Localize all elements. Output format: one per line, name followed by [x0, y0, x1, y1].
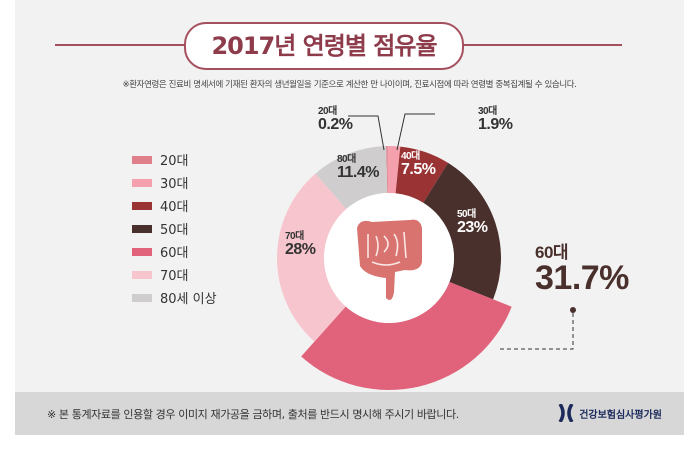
data-label: 50대 23% [457, 210, 488, 236]
legend-item: 70대 [132, 263, 217, 286]
slice-20대 [386, 146, 389, 194]
legend-swatch [132, 293, 152, 302]
slice-80대 [315, 146, 388, 210]
footer-notice: ※ 본 통계자료를 인용할 경우 이미지 재가공을 금하며, 출처를 반드시 명… [47, 408, 459, 421]
label-age: 50대 [457, 209, 476, 220]
slice-50대 [423, 162, 501, 300]
footnote: ※환자연령은 진료비 명세서에 기재된 환자의 생년월일을 기준으로 계산한 만… [122, 80, 577, 90]
footer: ※ 본 통계자료를 인용할 경우 이미지 재가공을 금하며, 출처를 반드시 명… [15, 392, 684, 435]
legend-label: 40대 [160, 200, 189, 215]
title-rule-right [462, 44, 622, 46]
legend-item: 80세 이상 [132, 286, 217, 309]
label-value: 28% [285, 241, 316, 258]
legend-swatch [132, 247, 152, 256]
leader-line [396, 113, 435, 151]
data-label: 40대 7.5% [401, 151, 436, 178]
slice-40대 [395, 146, 449, 203]
legend-item: 20대 [132, 148, 217, 171]
label-age: 40대 [401, 151, 420, 162]
legend-label: 20대 [160, 154, 189, 169]
slice-60대 [301, 282, 512, 390]
legend-label: 60대 [160, 246, 189, 261]
logo-icon [558, 404, 574, 422]
label-value: 31.7% [535, 259, 629, 297]
legend-label: 50대 [160, 223, 189, 238]
logo: 건강보험심사평가원 [558, 404, 662, 422]
page-title: 2017년 연령별 점유율 [184, 22, 464, 70]
legend-swatch [132, 224, 152, 233]
data-label: 70대 28% [285, 232, 316, 258]
slice-70대 [277, 173, 347, 342]
label-value: 7.5% [401, 161, 436, 178]
legend-swatch [132, 201, 152, 210]
title-rule-left [55, 44, 185, 46]
legend-label: 30대 [160, 177, 189, 192]
data-label: 80대 11.4% [337, 155, 379, 181]
label-value: 11.4% [337, 164, 379, 181]
label-age: 60대 [535, 243, 569, 262]
label-age: 80대 [337, 154, 356, 165]
legend-swatch [132, 270, 152, 279]
intestine-icon [357, 219, 422, 300]
label-age: 20대 [318, 106, 337, 117]
data-label: 30대 1.9% [478, 106, 513, 133]
label-value: 23% [457, 219, 488, 236]
callout-dot [570, 307, 576, 313]
legend-item: 40대 [132, 194, 217, 217]
legend-item: 50대 [132, 217, 217, 240]
label-value: 0.2% [318, 116, 353, 133]
legend-label: 80세 이상 [160, 292, 217, 307]
leader-line [500, 312, 574, 350]
legend: 20대 30대 40대 50대 60대 70대 80세 이상 [132, 148, 217, 309]
legend-label: 70대 [160, 269, 189, 284]
leader-line [348, 115, 385, 151]
data-label: 20대 0.2% [318, 106, 353, 133]
label-age: 30대 [478, 106, 497, 117]
legend-item: 30대 [132, 171, 217, 194]
legend-item: 60대 [132, 240, 217, 263]
data-label: 60대 31.7% [535, 244, 629, 295]
legend-swatch [132, 155, 152, 164]
label-age: 70대 [285, 231, 304, 242]
logo-text: 건강보험심사평가원 [579, 409, 662, 421]
slice-30대 [387, 146, 401, 194]
label-value: 1.9% [478, 116, 513, 133]
legend-swatch [132, 178, 152, 187]
